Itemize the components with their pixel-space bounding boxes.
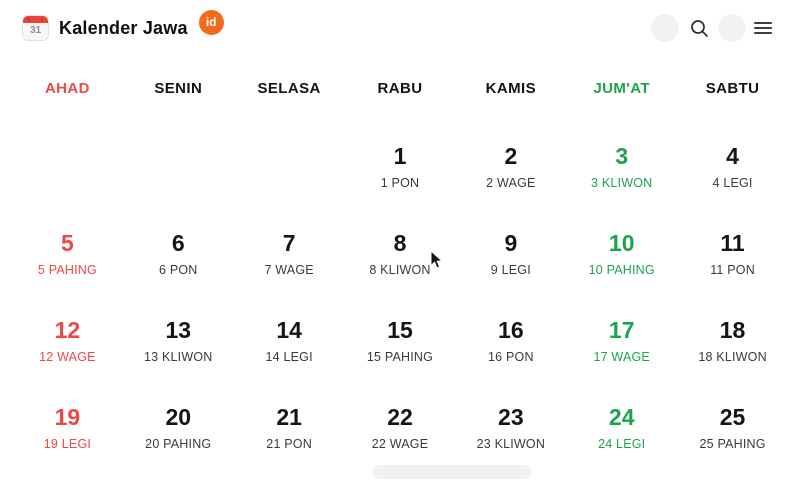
app-title: Kalender Jawa (59, 17, 188, 38)
day-number: 2 (504, 143, 518, 169)
day-cell-4[interactable]: 4 4 LEGI (677, 134, 788, 221)
calendar-icon: 31 (22, 15, 49, 41)
day-cell-9[interactable]: 9 9 LEGI (455, 221, 566, 308)
day-cell-15[interactable]: 15 15 PAHING (345, 308, 456, 395)
day-cell-16[interactable]: 16 16 PON (455, 308, 566, 395)
day-number: 7 (282, 230, 296, 256)
day-cell-19[interactable]: 19 19 LEGI (12, 395, 123, 482)
menu-icon (754, 19, 772, 36)
day-number: 15 (387, 317, 413, 343)
calendar-icon-number: 31 (29, 25, 42, 36)
javanese-day-label: 8 KLIWON (369, 263, 431, 277)
weekday-header-selasa: SELASA (257, 80, 321, 97)
javanese-day-label: 12 WAGE (39, 350, 96, 364)
loading-placeholder-circle (651, 14, 679, 42)
day-cell-20[interactable]: 20 20 PAHING (123, 395, 234, 482)
day-cell-21[interactable]: 21 21 PON (234, 395, 345, 482)
day-number: 9 (504, 230, 518, 256)
javanese-day-label: 14 LEGI (265, 350, 313, 364)
day-number: 10 (608, 230, 635, 256)
javanese-day-label: 2 WAGE (486, 176, 536, 190)
day-number: 1 (393, 143, 407, 169)
javanese-day-label: 13 KLIWON (144, 350, 213, 364)
empty-cell (234, 134, 345, 221)
search-button[interactable] (686, 15, 712, 41)
day-cell-10[interactable]: 10 10 PAHING (566, 221, 677, 308)
day-number: 20 (165, 404, 192, 430)
javanese-day-label: 18 KLIWON (698, 350, 767, 364)
loading-placeholder-bar (373, 465, 531, 479)
javanese-day-label: 15 PAHING (366, 350, 434, 364)
javanese-day-label: 10 PAHING (588, 263, 655, 277)
day-number: 12 (54, 317, 81, 343)
javanese-day-label: 11 PON (710, 263, 755, 277)
day-number: 23 (498, 404, 524, 430)
day-cell-22[interactable]: 22 22 WAGE (345, 395, 456, 482)
javanese-day-label: 6 PON (159, 263, 198, 277)
javanese-day-label: 7 WAGE (264, 263, 314, 277)
javanese-day-label: 21 PON (266, 437, 312, 451)
empty-cell (123, 134, 234, 221)
javanese-day-label: 24 LEGI (598, 437, 646, 451)
day-number: 22 (387, 404, 413, 430)
day-cell-2[interactable]: 2 2 WAGE (455, 134, 566, 221)
day-cell-13[interactable]: 13 13 KLIWON (123, 308, 234, 395)
language-badge[interactable]: id (198, 9, 224, 35)
day-number: 8 (393, 230, 407, 256)
day-number: 19 (54, 404, 81, 430)
day-cell-8[interactable]: 8 8 KLIWON (345, 221, 456, 308)
weekday-header-kamis: KAMIS (485, 80, 537, 97)
search-icon (690, 19, 709, 38)
weekday-header-sabtu: SABTU (705, 80, 760, 97)
day-number: 5 (61, 230, 74, 256)
day-number: 25 (719, 404, 746, 430)
day-cell-3[interactable]: 3 3 KLIWON (566, 134, 677, 221)
day-number: 16 (498, 317, 524, 343)
javanese-day-label: 3 KLIWON (591, 176, 653, 190)
day-cell-14[interactable]: 14 14 LEGI (234, 308, 345, 395)
javanese-day-label: 25 PAHING (699, 437, 766, 451)
javanese-day-label: 20 PAHING (145, 437, 212, 451)
day-number: 24 (608, 404, 635, 430)
javanese-day-label: 17 WAGE (593, 350, 650, 364)
day-number: 11 (720, 230, 745, 256)
day-cell-24[interactable]: 24 24 LEGI (566, 395, 677, 482)
day-number: 13 (165, 317, 192, 343)
weekday-header-jumat: JUM'AT (593, 80, 650, 97)
day-cell-18[interactable]: 18 18 KLIWON (677, 308, 788, 395)
weekday-header-ahad: AHAD (44, 80, 90, 97)
day-cell-17[interactable]: 17 17 WAGE (566, 308, 677, 395)
javanese-day-label: 19 LEGI (43, 437, 92, 451)
weekday-row: AHAD SENIN SELASA RABU KAMIS JUM'AT SABTU (12, 80, 788, 98)
day-number: 14 (276, 317, 302, 343)
day-cell-7[interactable]: 7 7 WAGE (234, 221, 345, 308)
day-number: 18 (719, 317, 746, 343)
day-number: 6 (171, 230, 185, 256)
day-cell-1[interactable]: 1 1 PON (345, 134, 456, 221)
day-cell-11[interactable]: 11 11 PON (677, 221, 788, 308)
javanese-day-label: 23 KLIWON (476, 437, 546, 451)
menu-button[interactable] (750, 15, 776, 41)
loading-placeholder-circle (718, 14, 746, 42)
javanese-day-label: 4 LEGI (712, 176, 753, 190)
day-number: 3 (615, 143, 629, 169)
day-cell-12[interactable]: 12 12 WAGE (12, 308, 123, 395)
day-number: 4 (726, 143, 739, 169)
day-number: 21 (276, 404, 302, 430)
javanese-day-label: 1 PON (380, 176, 420, 190)
javanese-day-label: 5 PAHING (37, 263, 97, 277)
day-cell-25[interactable]: 25 25 PAHING (677, 395, 788, 482)
day-cell-5[interactable]: 5 5 PAHING (12, 221, 123, 308)
day-cell-23[interactable]: 23 23 KLIWON (455, 395, 566, 482)
javanese-day-label: 16 PON (488, 350, 534, 364)
javanese-day-label: 9 LEGI (490, 263, 531, 277)
weekday-header-senin: SENIN (154, 80, 203, 97)
empty-cell (12, 134, 123, 221)
day-number: 17 (608, 317, 635, 343)
app-header: 31 Kalender Jawa id (0, 0, 800, 43)
javanese-day-label: 22 WAGE (371, 437, 429, 451)
day-cell-6[interactable]: 6 6 PON (123, 221, 234, 308)
weekday-header-rabu: RABU (377, 80, 423, 97)
